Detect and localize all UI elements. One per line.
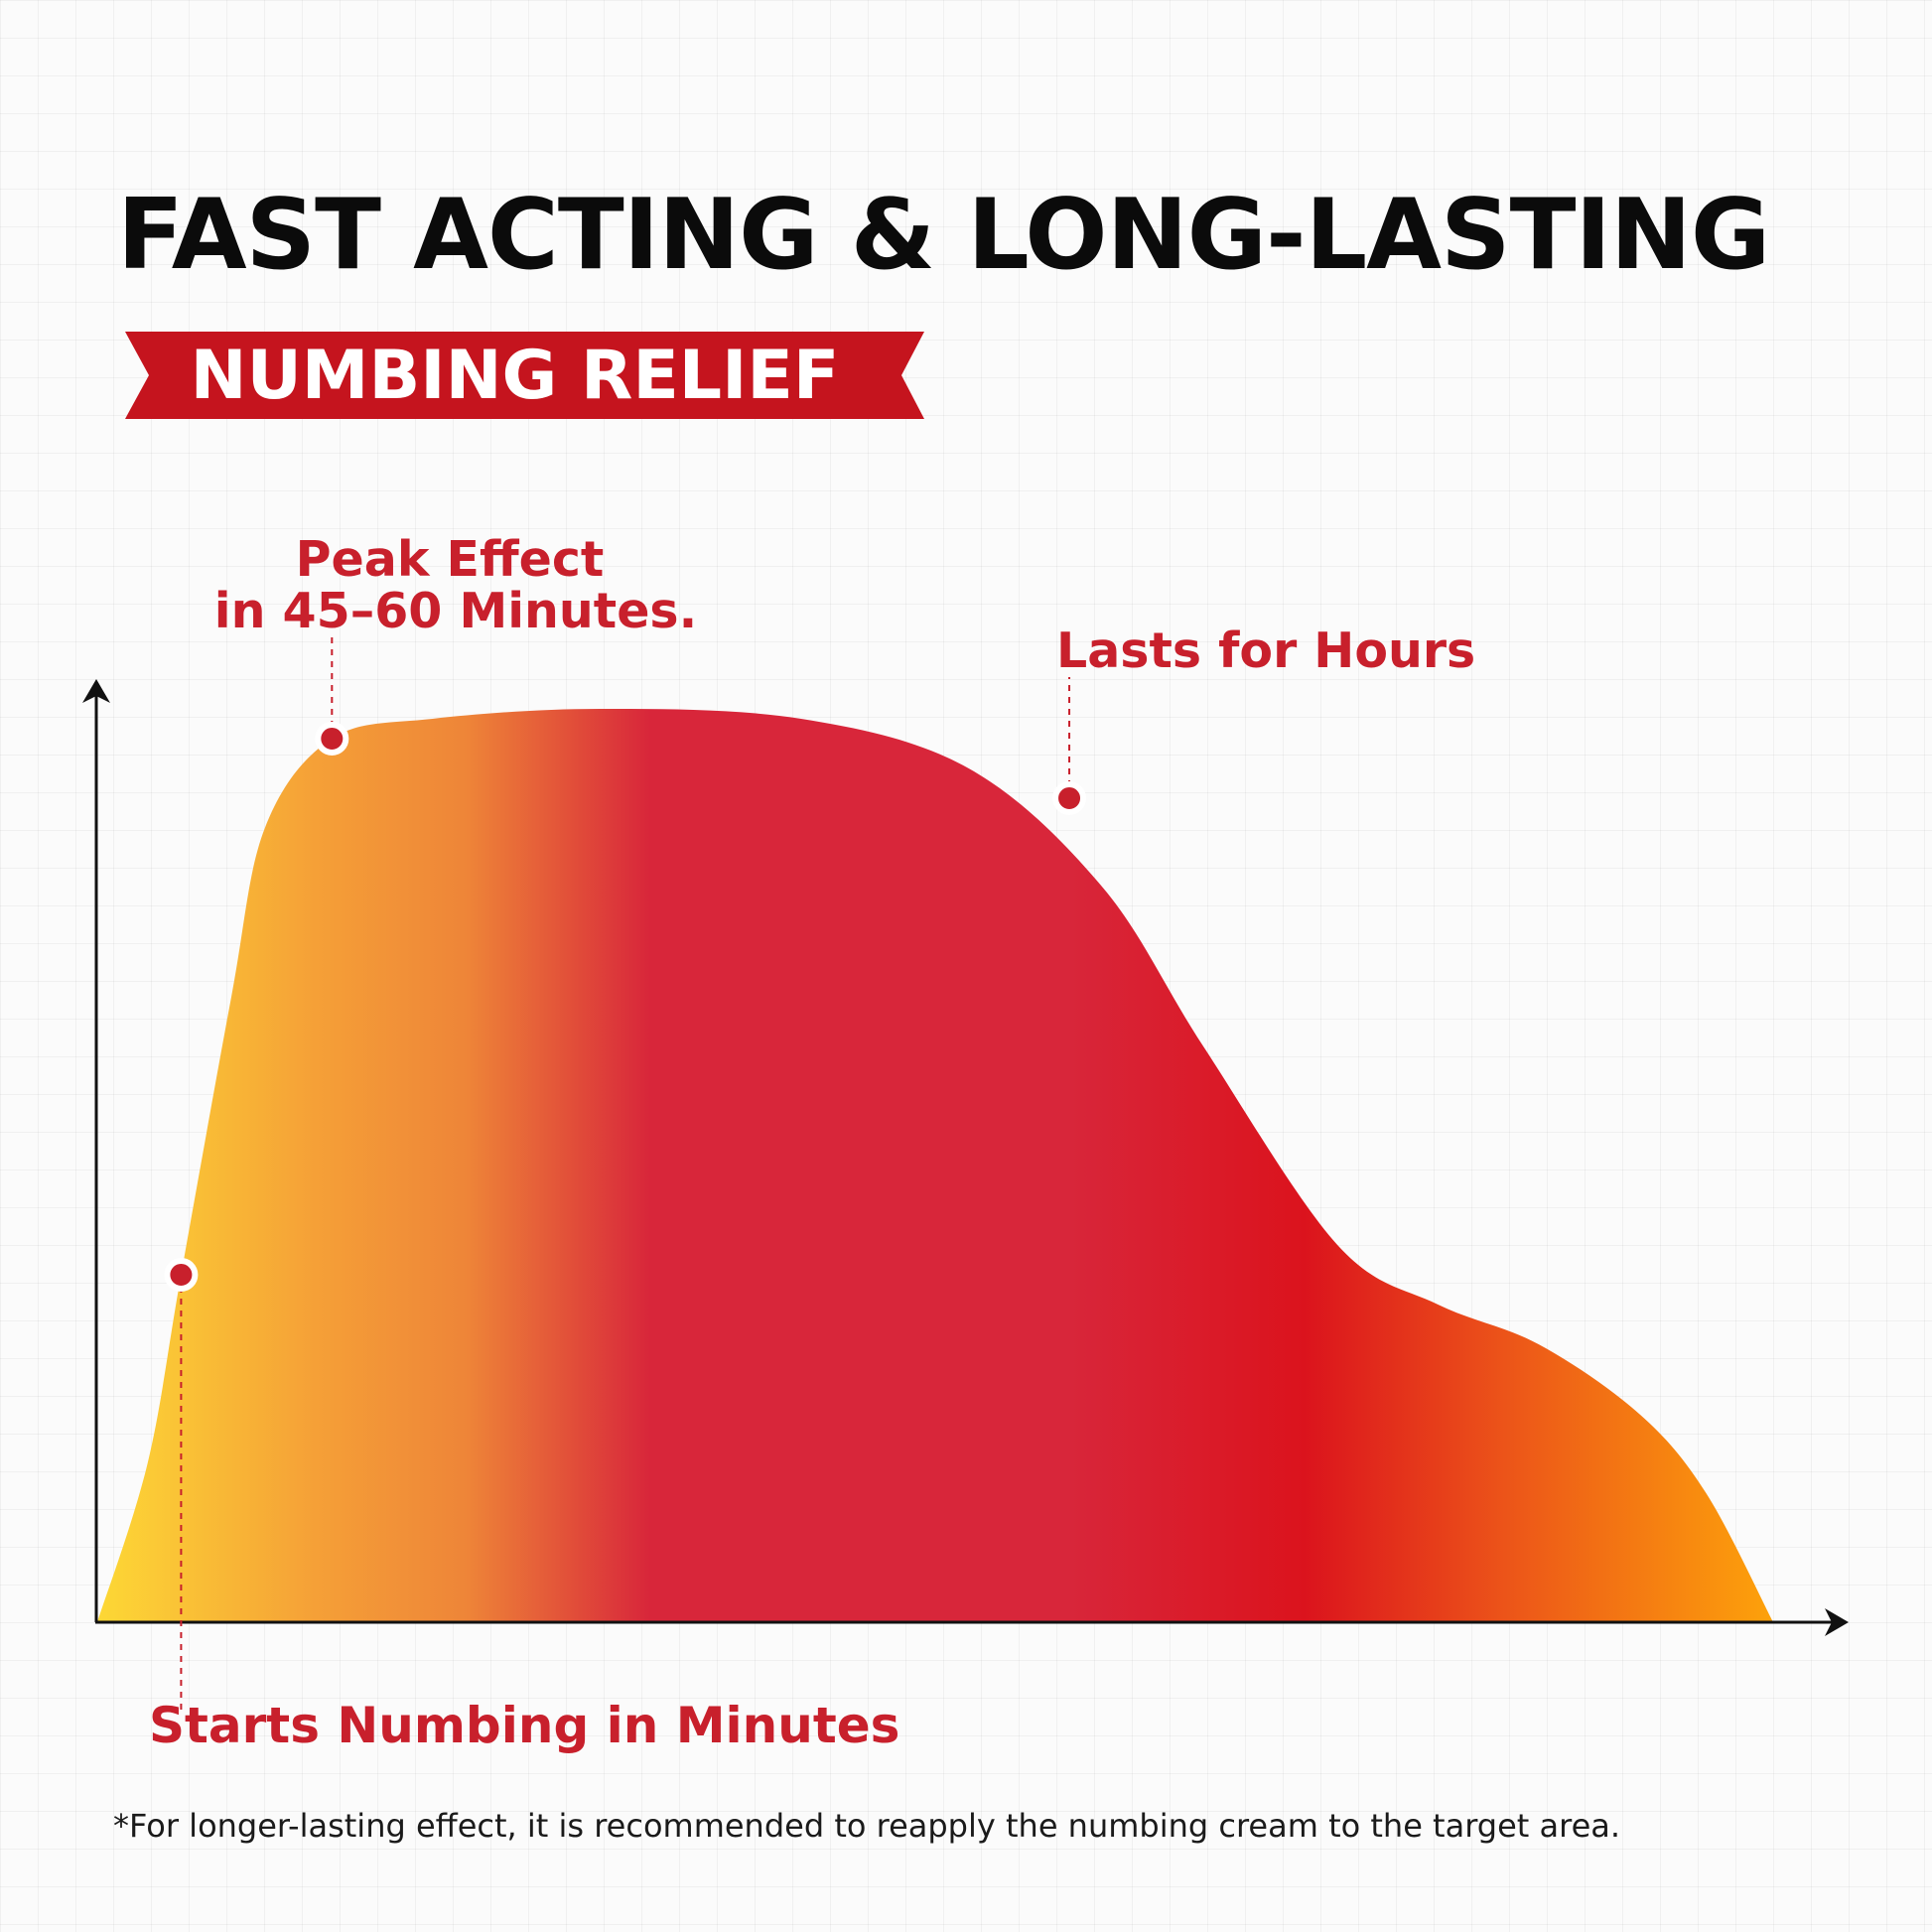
label-peak-effect-line2: in 45–60 Minutes. xyxy=(214,583,697,639)
label-lasts-for-hours: Lasts for Hours xyxy=(1056,622,1475,679)
marker-peak xyxy=(315,722,349,756)
marker-start xyxy=(164,1258,199,1292)
x-axis-arrow-icon xyxy=(1825,1608,1849,1636)
marker-lasts xyxy=(1052,781,1087,815)
label-peak-effect-line1: Peak Effect xyxy=(296,531,605,588)
label-starts-numbing: Starts Numbing in Minutes xyxy=(149,1697,899,1754)
y-axis-arrow-icon xyxy=(82,679,110,703)
ribbon-shape xyxy=(125,332,924,419)
relief-area xyxy=(97,709,1773,1622)
page-title: FAST ACTING & LONG-LASTING xyxy=(117,179,1770,292)
footnote: *For longer-lasting effect, it is recomm… xyxy=(113,1807,1621,1845)
numbing-relief-ribbon: NUMBING RELIEF xyxy=(125,332,924,419)
ribbon-label: NUMBING RELIEF xyxy=(190,336,840,415)
